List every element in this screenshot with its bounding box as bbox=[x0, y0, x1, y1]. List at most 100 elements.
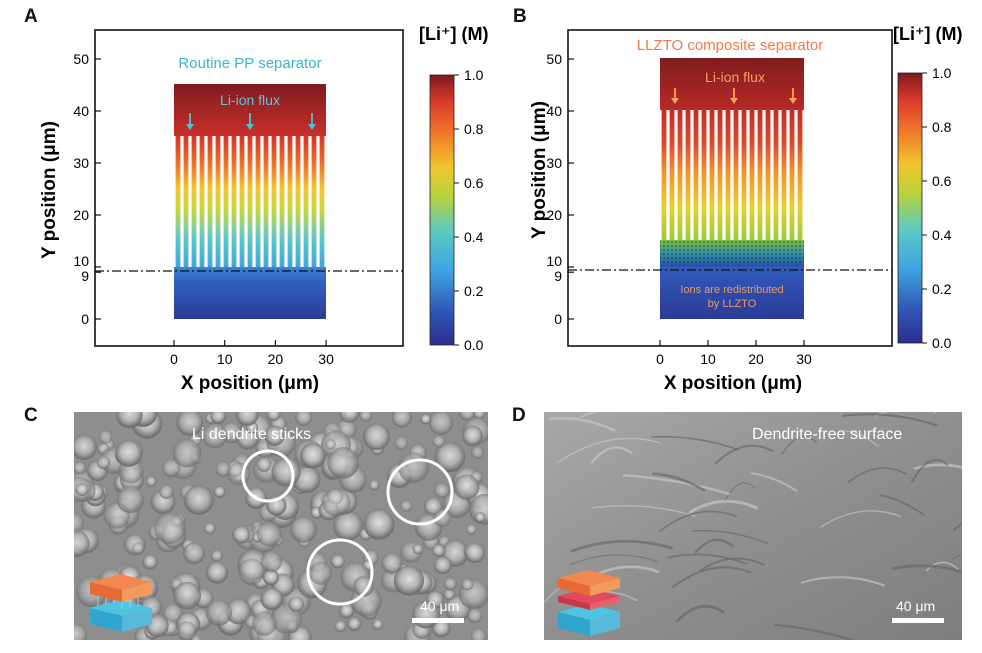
surface-ridge bbox=[688, 499, 758, 514]
dendrite-cluster bbox=[394, 436, 409, 450]
surface-ridge bbox=[715, 444, 774, 465]
dendrite-cluster bbox=[235, 412, 259, 427]
panel-letter-d: D bbox=[512, 405, 526, 426]
electrode-region bbox=[174, 267, 326, 319]
dendrite-cluster bbox=[238, 558, 265, 586]
panel-letter-c: C bbox=[24, 405, 38, 426]
dendrite-cluster bbox=[202, 423, 228, 449]
flux-arrows bbox=[671, 88, 797, 104]
surface-ridge bbox=[659, 510, 737, 532]
dendrite-cluster bbox=[434, 441, 466, 473]
dendrite-cluster bbox=[433, 556, 452, 575]
separator-fin bbox=[741, 110, 747, 240]
dendrite-cluster bbox=[232, 525, 251, 544]
dendrite-cluster bbox=[75, 482, 89, 497]
scale-bar bbox=[412, 618, 464, 623]
dendrite-cluster bbox=[432, 435, 445, 448]
dendrite-cluster bbox=[172, 438, 202, 468]
separator-fin bbox=[223, 136, 229, 267]
dendrite-cluster bbox=[443, 577, 457, 591]
dendrite-highlight-circle bbox=[241, 449, 295, 503]
dendrite-cluster bbox=[433, 509, 452, 528]
surface-ridge bbox=[651, 435, 739, 451]
separator-fin bbox=[781, 110, 787, 240]
separator-fin bbox=[749, 110, 755, 240]
flux-arrowhead bbox=[308, 124, 316, 130]
y-tick-label: 40 bbox=[73, 103, 89, 119]
separator-fin bbox=[175, 136, 181, 267]
dendrite-cluster bbox=[295, 412, 313, 427]
separator-fin bbox=[319, 136, 325, 267]
dendrite-cluster bbox=[353, 576, 374, 597]
flux-arrowhead bbox=[730, 98, 738, 104]
dendrite-cluster bbox=[132, 542, 145, 555]
dendrite-cluster bbox=[74, 461, 86, 475]
scale-bar-label: 40 μm bbox=[896, 598, 936, 614]
colorbar-tick-label: 0.4 bbox=[464, 229, 484, 245]
surface-ridge bbox=[676, 604, 725, 623]
dendrite-cluster bbox=[162, 459, 181, 478]
dendrite-cluster bbox=[173, 581, 201, 610]
dendrite-cluster bbox=[443, 588, 455, 601]
separator-fin bbox=[239, 136, 245, 267]
separator-fin bbox=[725, 110, 731, 240]
redistribution-note-line2: by LLZTO bbox=[708, 298, 757, 310]
sem-image-dendrites: Li dendrite sticks 40 μm bbox=[74, 412, 488, 640]
surface-ridge bbox=[548, 416, 616, 432]
y-axis-label: Y position (μm) bbox=[39, 121, 60, 259]
dendrite-cluster bbox=[339, 412, 360, 423]
separator-fin bbox=[709, 110, 715, 240]
surface-ridge bbox=[750, 472, 798, 492]
dendrite-cluster bbox=[256, 456, 272, 472]
y-tick-label: 10 bbox=[73, 253, 89, 269]
x-tick-label: 30 bbox=[318, 351, 334, 367]
dendrite-cluster bbox=[252, 611, 277, 636]
dendrite-cluster bbox=[260, 550, 283, 573]
separator-inset-illustration bbox=[90, 574, 152, 632]
dendrite-cluster bbox=[372, 619, 384, 630]
dendrite-cluster bbox=[434, 482, 450, 499]
panel-b-plot: LLZTO composite separator Li-ion flux Io… bbox=[529, 24, 962, 394]
y-axis-label: Y position (μm) bbox=[529, 101, 550, 239]
colorbar-tick-label: 0.2 bbox=[464, 283, 484, 299]
colorbar-label: [Li⁺] (M) bbox=[893, 24, 962, 44]
separator-fin bbox=[311, 136, 317, 267]
llzto-separator-channels bbox=[661, 110, 803, 240]
separator-fin bbox=[685, 110, 691, 240]
panel-a-plot: Routine PP separator Li-ion flux 0910203… bbox=[39, 24, 488, 394]
colorbar-tick-label: 1.0 bbox=[464, 67, 484, 83]
separator-fin bbox=[701, 110, 707, 240]
separator-fin bbox=[191, 136, 197, 267]
separator-fin bbox=[287, 136, 293, 267]
flux-arrowhead bbox=[671, 98, 679, 104]
surface-ridge bbox=[848, 467, 908, 483]
y-tick-label: 10 bbox=[546, 253, 562, 269]
y-axis-ticks: 0 910 20 30 40 50 bbox=[546, 51, 574, 327]
scale-bar-label: 40 μm bbox=[420, 598, 460, 614]
dendrite-cluster bbox=[362, 423, 390, 451]
surface-ridge bbox=[667, 553, 748, 565]
dendrite-cluster bbox=[393, 565, 425, 596]
y-tick-label: 20 bbox=[546, 207, 562, 223]
y-tick-label: 40 bbox=[546, 103, 562, 119]
dendrite-cluster bbox=[467, 608, 483, 624]
dendrite-cluster bbox=[145, 475, 157, 487]
surface-ridge bbox=[879, 494, 925, 516]
y-tick-label: 50 bbox=[546, 51, 562, 67]
dendrite-cluster bbox=[264, 425, 285, 446]
dendrite-cluster bbox=[176, 412, 204, 437]
colorbar-tick-label: 0.8 bbox=[932, 119, 952, 135]
dendrite-cluster bbox=[400, 500, 413, 512]
separator-fin bbox=[677, 110, 683, 240]
redistribution-note-line1: Ions are redistributed bbox=[680, 284, 783, 296]
separator-fin bbox=[303, 136, 309, 267]
dendrite-cluster bbox=[288, 596, 304, 613]
separator-fin bbox=[773, 110, 779, 240]
separator-fin bbox=[789, 110, 795, 240]
flux-arrowhead bbox=[246, 124, 254, 130]
surface-ridge bbox=[841, 413, 938, 427]
dendrite-cluster bbox=[412, 543, 424, 555]
y-tick-label: 9 bbox=[81, 268, 89, 284]
flux-arrowhead bbox=[186, 124, 194, 130]
dendrite-cluster bbox=[330, 554, 345, 569]
